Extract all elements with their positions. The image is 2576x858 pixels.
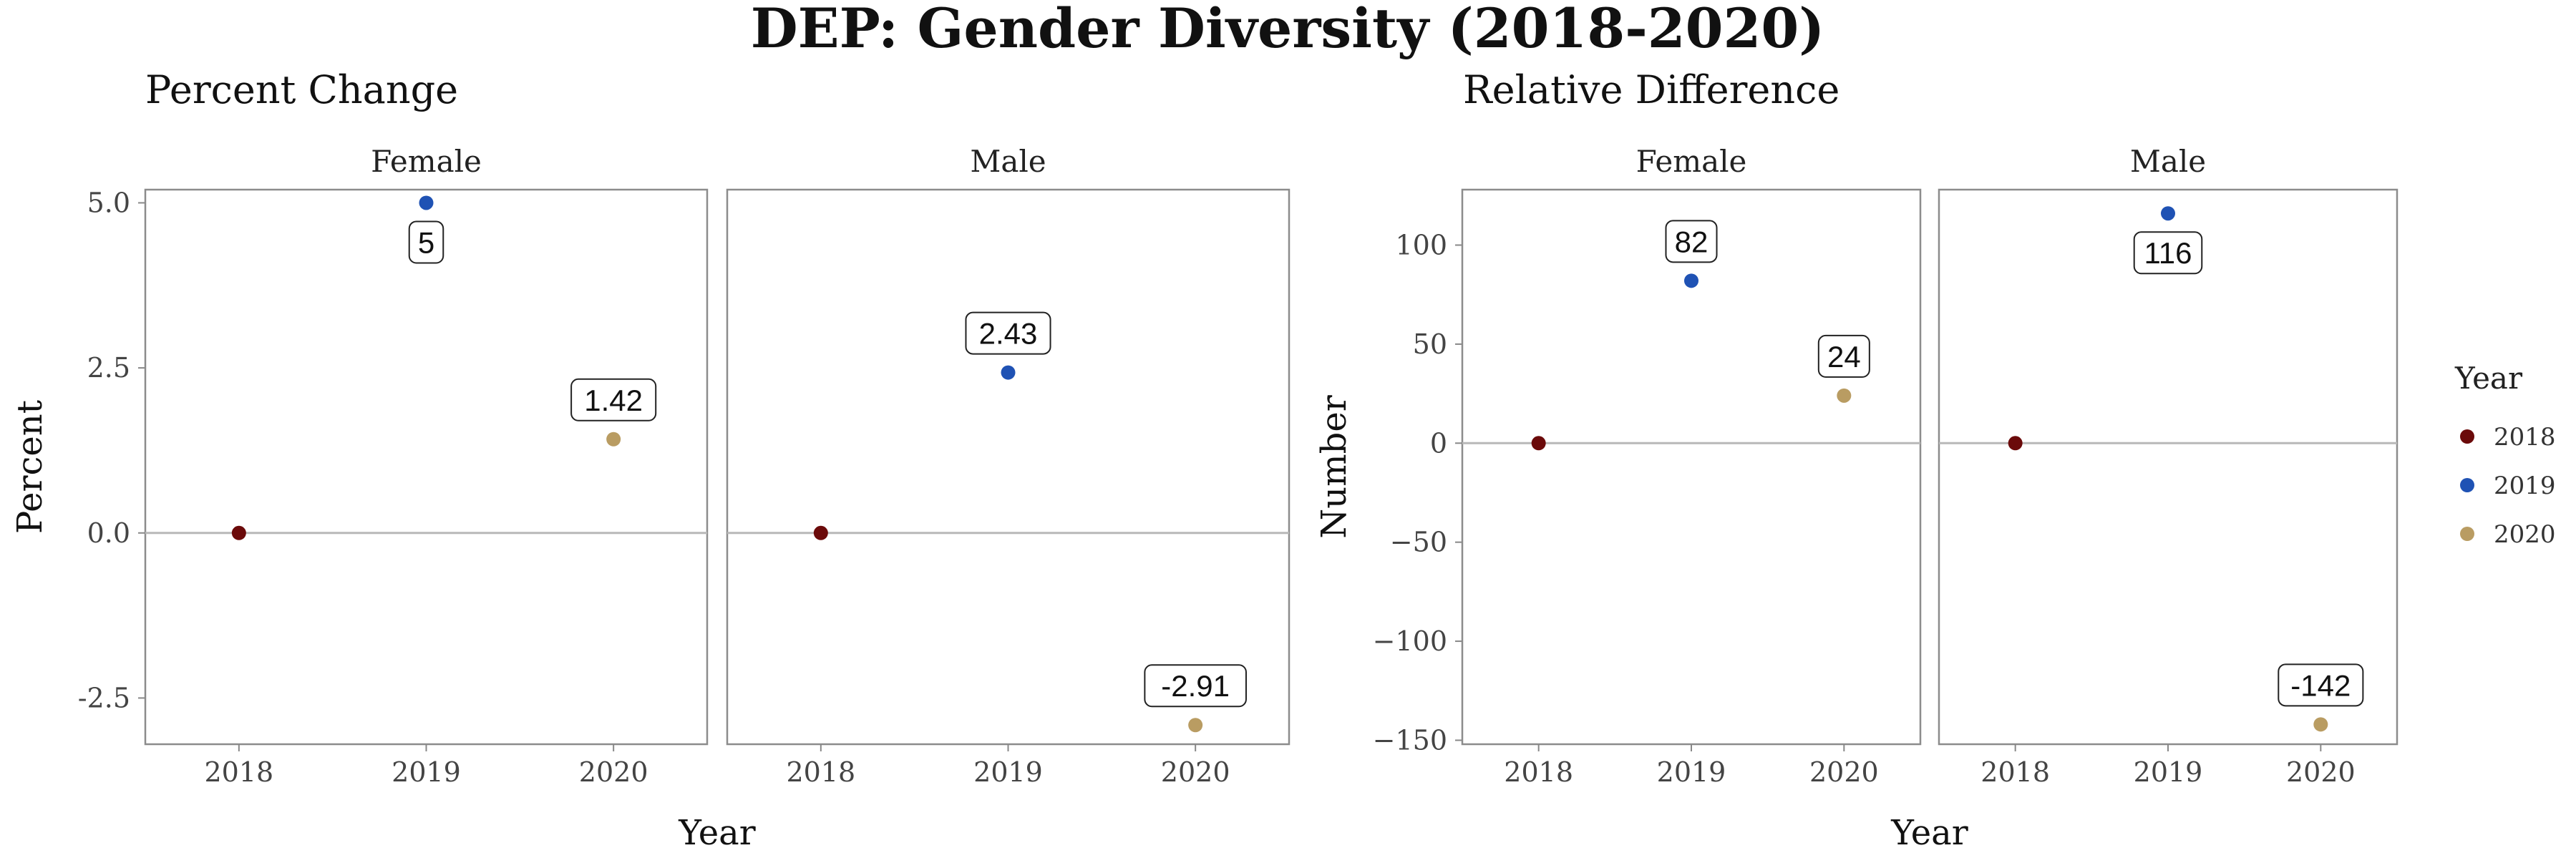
data-point-2018 (2008, 436, 2023, 451)
data-point-2019 (1001, 365, 1016, 380)
x-tick-label: 2018 (1980, 756, 2050, 788)
x-tick-label: 2020 (1809, 756, 1879, 788)
y-tick-label: 50 (1413, 328, 1447, 360)
data-label-box (2278, 663, 2364, 707)
data-label-box (1665, 220, 1718, 263)
data-point-2019 (1684, 273, 1698, 288)
data-point-2020 (606, 432, 621, 447)
y-tick-label: −150 (1373, 724, 1447, 756)
legend-label-2018: 2018 (2494, 423, 2556, 452)
data-label: 82 (1675, 225, 1709, 258)
chart-title: DEP: Gender Diversity (2018-2020) (751, 0, 1825, 60)
data-label: 116 (2144, 236, 2192, 270)
facet-strip-label: Female (1636, 144, 1747, 179)
panel-border (1461, 188, 1922, 746)
data-point-2020 (1188, 718, 1203, 733)
y-tick-label: 100 (1395, 230, 1447, 261)
data-label-box (1144, 664, 1247, 708)
data-label: -142 (2290, 668, 2351, 702)
panel-border (726, 188, 1291, 746)
data-label-box (1817, 334, 1870, 378)
x-tick-label: 2018 (204, 756, 273, 788)
x-tick-label: 2018 (786, 756, 855, 788)
legend-label-2019: 2019 (2494, 472, 2556, 500)
data-label: 1.42 (584, 384, 643, 417)
facet-strip-label: Female (371, 144, 482, 179)
subplot-title: Percent Change (145, 67, 458, 112)
y-tick-label: 0.0 (87, 517, 130, 549)
data-label-box (408, 220, 444, 264)
data-point-2020 (2313, 717, 2328, 732)
y-tick-label: 0 (1430, 427, 1447, 459)
x-tick-label: 2019 (2134, 756, 2203, 788)
x-tick-label: 2020 (579, 756, 648, 788)
data-label-box (2133, 231, 2203, 275)
facet-panel-female: Female 2018 2019 2020 82 24 (1461, 144, 1922, 788)
facet-strip-label: Male (970, 144, 1046, 179)
y-axis-label: Percent (10, 400, 50, 534)
data-point-2019 (2161, 206, 2175, 221)
x-axis-label: Year (678, 813, 756, 853)
x-tick-label: 2019 (1657, 756, 1726, 788)
data-point-2018 (813, 525, 828, 540)
y-tick-label: −50 (1390, 527, 1447, 558)
facet-panel-male: Male 2018 2019 2020 2.43 -2.91 (726, 144, 1291, 788)
x-tick-label: 2019 (392, 756, 461, 788)
facet-panel-female: Female 2018 2019 2020 5 1.42 (144, 144, 709, 788)
legend-label-2020: 2020 (2494, 520, 2556, 549)
data-point-2019 (419, 195, 434, 210)
y-tick-label: −100 (1373, 625, 1447, 657)
legend: Year 2018 2019 2020 (2454, 361, 2556, 549)
x-tick-label: 2018 (1504, 756, 1573, 788)
y-tick-label: -2.5 (78, 682, 130, 713)
data-label: 5 (418, 225, 434, 259)
y-axis-label: Number (1314, 395, 1354, 539)
panel-border (144, 188, 709, 746)
subplot-title: Relative Difference (1463, 67, 1839, 112)
x-tick-label: 2020 (1161, 756, 1230, 788)
data-point-2018 (1531, 436, 1546, 451)
data-point-2018 (231, 525, 246, 540)
data-point-2020 (1837, 388, 1852, 403)
y-tick-label: 2.5 (87, 352, 130, 384)
data-label-box (570, 378, 657, 421)
legend-swatch-2019 (2460, 478, 2474, 492)
data-label: 24 (1827, 340, 1861, 374)
legend-title: Year (2454, 361, 2523, 396)
legend-swatch-2020 (2460, 527, 2474, 541)
data-label-box (965, 311, 1051, 355)
data-label: -2.91 (1161, 669, 1230, 703)
facet-strip-label: Male (2130, 144, 2206, 179)
data-label: 2.43 (979, 317, 1038, 351)
x-tick-label: 2020 (2286, 756, 2356, 788)
x-tick-label: 2019 (973, 756, 1043, 788)
facet-panel-male: Male 2018 2019 2020 116 -142 (1938, 144, 2398, 788)
y-tick-label: 5.0 (87, 187, 130, 218)
legend-swatch-2018 (2460, 429, 2474, 444)
x-axis-label: Year (1890, 813, 1968, 853)
